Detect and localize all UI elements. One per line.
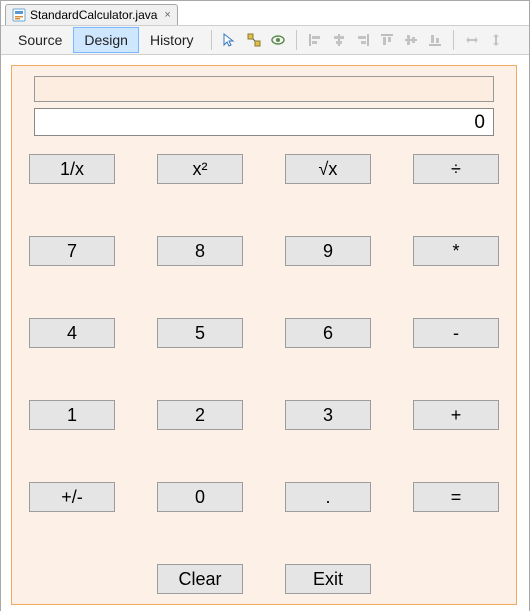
btn-7[interactable]: 7 [29,236,115,266]
btn-6[interactable]: 6 [285,318,371,348]
btn-8[interactable]: 8 [157,236,243,266]
file-tab-label: StandardCalculator.java [30,8,157,22]
file-tab-strip: StandardCalculator.java × [1,1,529,25]
btn-square[interactable]: x² [157,154,243,184]
calculator-panel[interactable]: 0 1/x x² √x ÷ 7 8 9 * 4 5 6 - 1 2 3 + +/… [11,65,517,605]
design-canvas: 0 1/x x² √x ÷ 7 8 9 * 4 5 6 - 1 2 3 + +/… [1,55,529,615]
align-bottom-icon[interactable] [424,29,446,51]
btn-exit[interactable]: Exit [285,564,371,594]
preview-icon[interactable] [267,29,289,51]
align-top-icon[interactable] [376,29,398,51]
btn-subtract[interactable]: - [413,318,499,348]
file-tab[interactable]: StandardCalculator.java × [5,4,178,25]
btn-equals[interactable]: = [413,482,499,512]
selection-tool-icon[interactable] [219,29,241,51]
tab-history[interactable]: History [139,27,205,53]
btn-clear[interactable]: Clear [157,564,243,594]
btn-decimal[interactable]: . [285,482,371,512]
close-icon[interactable]: × [164,9,170,21]
connection-tool-icon[interactable] [243,29,265,51]
bottom-button-row: Clear Exit [22,564,506,594]
align-right-icon[interactable] [352,29,374,51]
toolbar-separator [211,30,212,50]
button-grid: 1/x x² √x ÷ 7 8 9 * 4 5 6 - 1 2 3 + +/- … [22,154,506,512]
java-file-icon [12,8,26,22]
btn-multiply[interactable]: * [413,236,499,266]
align-left-icon[interactable] [304,29,326,51]
result-display[interactable]: 0 [34,108,494,136]
toolbar-separator [296,30,297,50]
btn-sqrt[interactable]: √x [285,154,371,184]
btn-1[interactable]: 1 [29,400,115,430]
resize-h-icon[interactable] [461,29,483,51]
btn-0[interactable]: 0 [157,482,243,512]
btn-add[interactable]: + [413,400,499,430]
designer-toolbar: Source Design History [1,25,529,55]
align-center-v-icon[interactable] [400,29,422,51]
btn-5[interactable]: 5 [157,318,243,348]
tab-source[interactable]: Source [7,27,73,53]
btn-2[interactable]: 2 [157,400,243,430]
align-center-h-icon[interactable] [328,29,350,51]
tab-design[interactable]: Design [73,27,139,53]
btn-reciprocal[interactable]: 1/x [29,154,115,184]
btn-9[interactable]: 9 [285,236,371,266]
expression-display[interactable] [34,76,494,102]
btn-3[interactable]: 3 [285,400,371,430]
btn-divide[interactable]: ÷ [413,154,499,184]
toolbar-separator [453,30,454,50]
resize-v-icon[interactable] [485,29,507,51]
btn-negate[interactable]: +/- [29,482,115,512]
btn-4[interactable]: 4 [29,318,115,348]
